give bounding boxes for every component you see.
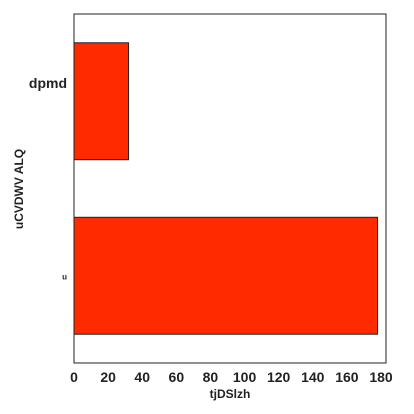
x-tick-label: 80	[203, 369, 219, 385]
x-tick-label: 120	[267, 369, 291, 385]
y-tick-labels: dpmd u	[29, 75, 67, 282]
y-tick-label: u	[62, 272, 67, 281]
x-tick-label: 140	[301, 369, 325, 385]
bar-u	[73, 216, 379, 335]
x-tick-label: 180	[369, 369, 393, 385]
y-axis-title: uCVDWV ALQ	[12, 149, 26, 229]
bar-dpmd	[73, 42, 130, 161]
x-tick-label: 160	[335, 369, 359, 385]
y-tick-label: dpmd	[29, 75, 67, 91]
x-tick-label: 40	[134, 369, 150, 385]
x-tick-label: 60	[169, 369, 185, 385]
x-axis-title: tjDSlzh	[210, 387, 251, 401]
x-tick-label: 0	[70, 369, 78, 385]
x-tick-label: 20	[100, 369, 116, 385]
x-tick-label: 100	[233, 369, 257, 385]
plot-frame	[73, 13, 387, 364]
x-tick-labels: 0 20 40 60 80 100 120 140 160 180	[70, 369, 393, 385]
bars	[73, 42, 379, 335]
